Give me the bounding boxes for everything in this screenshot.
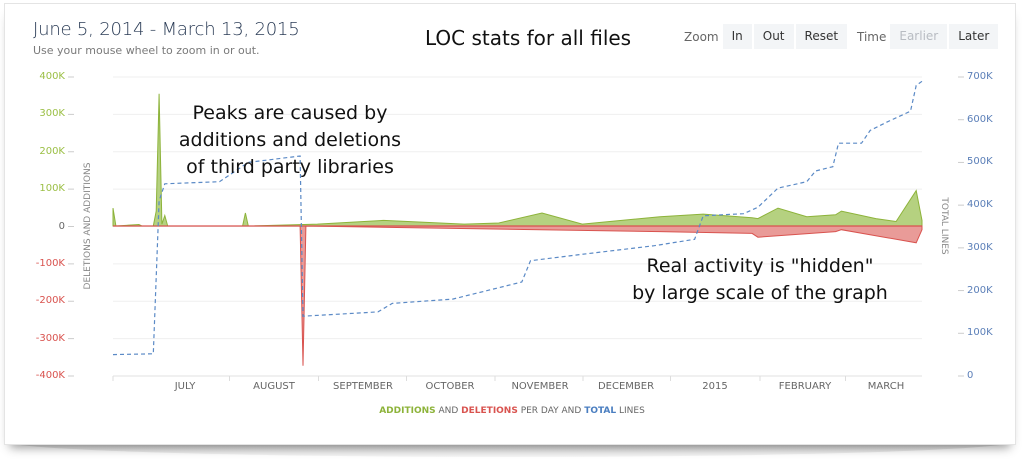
annotation-peaks-line1: Peaks are caused by (192, 102, 388, 124)
x-tick-label: FEBRUARY (778, 381, 832, 392)
left-tick-label: -300K (35, 332, 65, 344)
x-tick-label: 2015 (702, 381, 728, 392)
right-tick-label: 700K (967, 71, 993, 82)
zoom-out-button[interactable]: Out (753, 24, 794, 49)
chart-legend: ADDITIONS AND DELETIONS PER DAY AND TOTA… (0, 406, 1024, 416)
left-tick-label: 200K (39, 145, 65, 157)
card-shadow (4, 441, 1016, 457)
zoom-reset-button[interactable]: Reset (795, 24, 848, 49)
right-tick-label: 100K (967, 327, 993, 339)
right-tick-label: 300K (967, 241, 993, 253)
x-tick-label: OCTOBER (425, 381, 475, 392)
time-controls: Time Earlier Later (857, 24, 1000, 49)
right-axis-title: TOTAL LINES (939, 197, 949, 255)
legend-total: TOTAL (584, 406, 617, 416)
right-tick-label: 200K (967, 284, 993, 296)
x-tick-label: JULY (174, 381, 196, 392)
annotation-hidden: Real activity is "hidden" by large scale… (600, 253, 920, 307)
right-tick-label: 600K (967, 113, 993, 125)
x-tick-label: DECEMBER (597, 381, 655, 392)
annotation-peaks: Peaks are caused by additions and deleti… (150, 100, 430, 181)
right-tick-label: 500K (967, 156, 993, 168)
left-tick-label: 0 (58, 220, 65, 232)
legend-deletions: DELETIONS (461, 406, 518, 416)
deletions-area (113, 225, 923, 366)
zoom-controls: Zoom In Out Reset (684, 24, 849, 49)
left-tick-label: 300K (39, 108, 65, 120)
time-earlier-button[interactable]: Earlier (890, 24, 948, 49)
annotation-peaks-line3: of third party libraries (186, 156, 394, 178)
left-tick-label: 400K (39, 71, 65, 82)
legend-and: AND (435, 406, 462, 416)
annotation-hidden-line1: Real activity is "hidden" (646, 255, 874, 277)
zoom-label: Zoom (684, 29, 719, 44)
zoom-in-button[interactable]: In (722, 24, 752, 49)
right-tick-label: 400K (967, 199, 993, 211)
time-later-button[interactable]: Later (949, 24, 999, 49)
time-label: Time (857, 29, 887, 44)
chart-title: LOC stats for all files (425, 26, 632, 50)
date-range-title: June 5, 2014 - March 13, 2015 (33, 19, 300, 40)
x-tick-label: MARCH (867, 381, 905, 392)
x-tick-label: NOVEMBER (511, 381, 569, 392)
left-tick-label: -200K (35, 295, 65, 307)
legend-lines: LINES (616, 406, 645, 416)
axis-tick-marks (68, 76, 964, 381)
annotation-hidden-line2: by large scale of the graph (632, 282, 888, 304)
total-lines-series (112, 80, 923, 356)
zoom-hint: Use your mouse wheel to zoom in or out. (33, 44, 260, 57)
left-tick-label: -400K (35, 370, 65, 381)
gridlines (113, 76, 922, 377)
x-tick-label: AUGUST (253, 381, 295, 392)
x-tick-label: SEPTEMBER (333, 381, 393, 392)
left-tick-label: -100K (35, 257, 65, 269)
left-axis-title: DELETIONS AND ADDITIONS (83, 162, 93, 290)
left-tick-label: 100K (39, 183, 65, 195)
legend-additions: ADDITIONS (379, 406, 436, 416)
additions-area (112, 93, 923, 227)
annotation-peaks-line2: additions and deletions (178, 129, 402, 151)
legend-per-day: PER DAY AND (517, 406, 585, 416)
right-tick-label: 0 (967, 370, 974, 381)
